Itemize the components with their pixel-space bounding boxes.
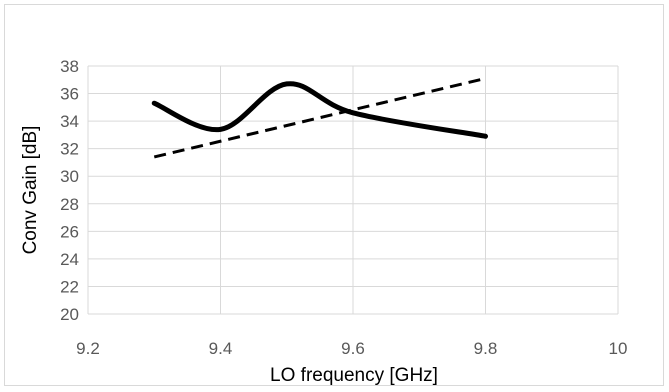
y-tick-label: 22 <box>60 277 79 296</box>
tick-labels: 20 22 24 26 28 30 32 34 36 38 9.2 9.4 9.6 9.8 10 <box>60 57 627 358</box>
grid-layer <box>87 65 619 315</box>
x-tick-label: 9.4 <box>209 339 233 358</box>
y-tick-label: 34 <box>60 112 79 131</box>
y-tick-label: 38 <box>60 57 79 76</box>
series-line-dashed <box>153 76 486 159</box>
y-tick-label: 26 <box>60 222 79 241</box>
x-tick-label: 9.6 <box>341 339 365 358</box>
y-tick-label: 36 <box>60 85 79 104</box>
y-tick-label: 28 <box>60 195 79 214</box>
y-axis-title: Conv Gain [dB] <box>20 126 41 255</box>
series-line-solid <box>151 81 488 139</box>
y-tick-label: 32 <box>60 140 79 159</box>
y-tick-label: 20 <box>60 305 79 324</box>
x-axis-title: LO frequency [GHz] <box>270 365 438 386</box>
x-tick-label: 9.8 <box>474 339 498 358</box>
x-tick-label: 10 <box>609 339 628 358</box>
y-tick-label: 24 <box>60 250 79 269</box>
chart-frame <box>4 4 664 386</box>
y-tick-label: 30 <box>60 167 79 186</box>
x-tick-label: 9.2 <box>76 339 100 358</box>
series-layer <box>151 76 488 159</box>
